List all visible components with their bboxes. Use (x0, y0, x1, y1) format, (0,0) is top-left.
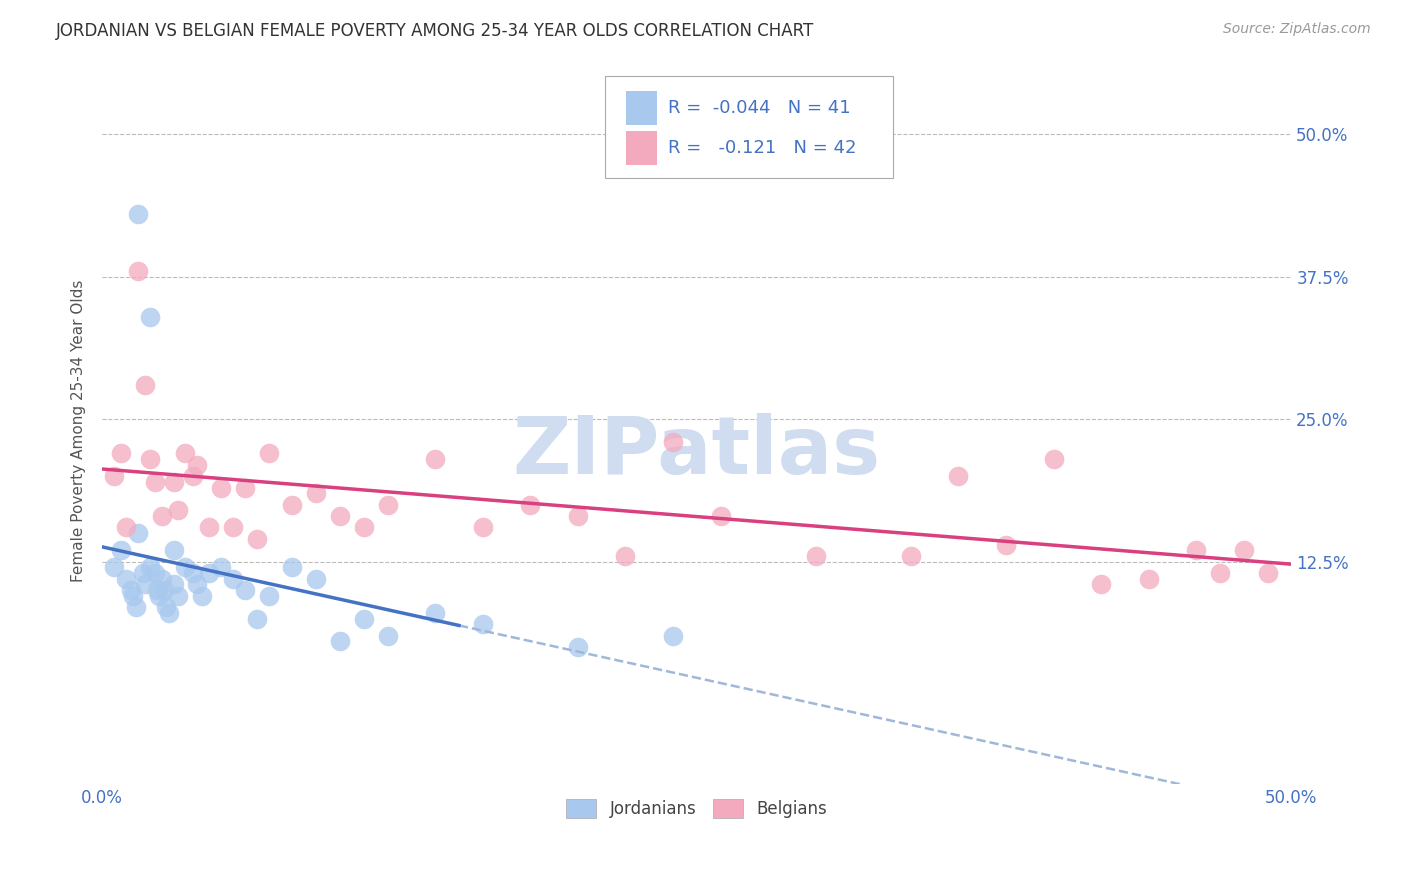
Point (305, 572, 328, 586)
Point (127, 264, 149, 278)
Point (994, 537, 1017, 551)
Point (425, 452, 447, 467)
Point (233, 583, 256, 598)
Point (181, 469, 204, 483)
Point (198, 566, 221, 580)
Point (804, 549, 827, 563)
Point (1233, 543, 1256, 558)
Point (471, 520, 494, 534)
Point (353, 520, 375, 534)
Point (425, 606, 447, 620)
Text: ZIPatlas: ZIPatlas (513, 413, 882, 491)
Point (377, 498, 399, 512)
Point (246, 611, 269, 625)
Point (162, 475, 184, 489)
Point (1257, 566, 1279, 580)
Point (329, 509, 352, 524)
Point (150, 509, 173, 524)
Point (167, 589, 190, 603)
Point (1209, 566, 1232, 580)
Point (155, 600, 177, 615)
Point (1090, 577, 1112, 591)
Point (186, 577, 208, 591)
Point (519, 498, 541, 512)
Point (471, 617, 494, 632)
Point (134, 378, 156, 392)
Text: R =  -0.044   N = 41: R = -0.044 N = 41 (668, 99, 851, 117)
Point (146, 583, 169, 598)
Point (281, 560, 304, 574)
Point (139, 452, 162, 467)
Point (191, 589, 214, 603)
Point (143, 566, 166, 580)
Text: JORDANIAN VS BELGIAN FEMALE POVERTY AMONG 25-34 YEAR OLDS CORRELATION CHART: JORDANIAN VS BELGIAN FEMALE POVERTY AMON… (56, 22, 814, 40)
Point (150, 572, 173, 586)
Point (246, 532, 269, 546)
Point (257, 446, 280, 460)
Point (377, 629, 399, 643)
Point (139, 560, 162, 574)
Point (662, 629, 685, 643)
Point (257, 589, 280, 603)
Point (103, 560, 125, 574)
Legend: Jordanians, Belgians: Jordanians, Belgians (560, 792, 834, 825)
Point (209, 481, 232, 495)
Point (1137, 572, 1160, 586)
Point (153, 583, 176, 598)
Point (148, 589, 170, 603)
Point (143, 475, 166, 489)
Point (131, 566, 153, 580)
Point (157, 606, 180, 620)
Point (233, 481, 256, 495)
Point (167, 503, 190, 517)
Point (353, 611, 375, 625)
Point (162, 577, 184, 591)
Point (567, 509, 589, 524)
Point (174, 560, 197, 574)
Point (329, 634, 352, 648)
Point (1185, 543, 1208, 558)
Point (186, 458, 208, 472)
Point (174, 446, 197, 460)
Point (127, 207, 149, 221)
Point (614, 549, 637, 563)
Point (900, 549, 922, 563)
Point (127, 526, 149, 541)
Point (124, 600, 146, 615)
Point (948, 469, 970, 483)
Point (662, 434, 685, 449)
Point (139, 310, 162, 324)
Y-axis label: Female Poverty Among 25-34 Year Olds: Female Poverty Among 25-34 Year Olds (72, 279, 86, 582)
Point (110, 543, 132, 558)
Point (115, 572, 138, 586)
Point (281, 498, 304, 512)
Point (103, 469, 125, 483)
Point (222, 520, 245, 534)
Point (134, 577, 156, 591)
Point (115, 520, 138, 534)
Point (198, 520, 221, 534)
Point (709, 509, 731, 524)
Point (209, 560, 232, 574)
Point (122, 589, 145, 603)
Point (567, 640, 589, 654)
Point (110, 446, 132, 460)
Point (120, 583, 142, 598)
Text: R =   -0.121   N = 42: R = -0.121 N = 42 (668, 139, 856, 157)
Point (162, 543, 184, 558)
Point (222, 572, 245, 586)
Point (1042, 452, 1064, 467)
Text: Source: ZipAtlas.com: Source: ZipAtlas.com (1223, 22, 1371, 37)
Point (305, 486, 328, 500)
Point (181, 566, 204, 580)
